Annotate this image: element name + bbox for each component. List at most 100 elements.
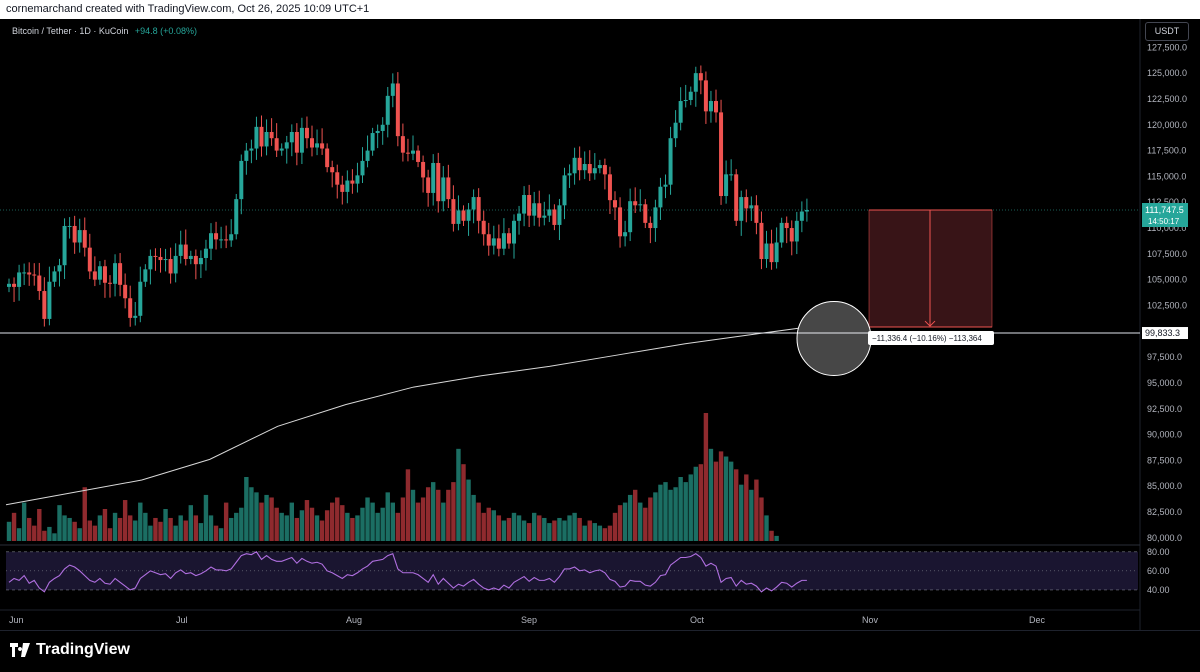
candle[interactable]: [416, 150, 421, 162]
candle[interactable]: [678, 101, 683, 123]
candle[interactable]: [299, 127, 304, 153]
candle[interactable]: [284, 142, 289, 149]
candle[interactable]: [582, 164, 587, 171]
candle[interactable]: [708, 101, 713, 112]
candle[interactable]: [501, 233, 506, 249]
candle[interactable]: [315, 143, 320, 148]
tradingview-logo[interactable]: TradingView: [10, 641, 130, 659]
candle[interactable]: [774, 242, 779, 263]
candle[interactable]: [188, 255, 193, 260]
candle[interactable]: [703, 80, 708, 112]
candle[interactable]: [118, 263, 123, 285]
candle[interactable]: [537, 203, 542, 218]
candle[interactable]: [87, 247, 92, 272]
candle[interactable]: [446, 177, 451, 200]
candle[interactable]: [648, 222, 653, 229]
candle[interactable]: [234, 199, 239, 235]
candle[interactable]: [557, 205, 562, 225]
candle[interactable]: [133, 315, 138, 318]
candle[interactable]: [27, 272, 32, 275]
candle[interactable]: [385, 95, 390, 125]
candle[interactable]: [128, 298, 133, 318]
candle[interactable]: [693, 73, 698, 92]
candle[interactable]: [784, 222, 789, 229]
candle[interactable]: [269, 132, 274, 139]
candle[interactable]: [193, 255, 198, 265]
candle[interactable]: [714, 101, 718, 113]
candle[interactable]: [754, 205, 759, 223]
candle[interactable]: [259, 126, 264, 147]
candle[interactable]: [62, 225, 67, 266]
candle[interactable]: [400, 136, 405, 153]
candle[interactable]: [476, 197, 481, 221]
candle[interactable]: [517, 213, 522, 221]
candle[interactable]: [219, 239, 224, 241]
candle[interactable]: [345, 180, 350, 192]
candle[interactable]: [512, 220, 516, 244]
candle[interactable]: [183, 244, 188, 260]
candle[interactable]: [7, 283, 11, 287]
candle[interactable]: [158, 256, 163, 261]
currency-button[interactable]: USDT: [1145, 22, 1189, 41]
candle[interactable]: [203, 248, 208, 258]
candle[interactable]: [254, 126, 259, 149]
candle[interactable]: [52, 271, 57, 282]
candle[interactable]: [123, 284, 128, 299]
candle[interactable]: [355, 175, 360, 184]
candle[interactable]: [789, 228, 794, 242]
candle[interactable]: [360, 160, 365, 176]
candle[interactable]: [532, 203, 537, 216]
candle[interactable]: [289, 132, 294, 143]
candle[interactable]: [224, 239, 229, 241]
candle[interactable]: [613, 200, 617, 208]
candle[interactable]: [734, 174, 739, 221]
candle[interactable]: [481, 220, 486, 235]
candle[interactable]: [729, 174, 734, 176]
candle[interactable]: [340, 184, 345, 192]
candle[interactable]: [491, 238, 496, 246]
candle[interactable]: [638, 204, 643, 206]
candle[interactable]: [274, 138, 279, 151]
candle[interactable]: [436, 162, 441, 202]
candle[interactable]: [102, 266, 107, 283]
candle[interactable]: [799, 211, 804, 221]
candle[interactable]: [633, 201, 638, 206]
symbol-legend[interactable]: Bitcoin / Tether · 1D · KuCoin +94.8 (+0…: [12, 26, 197, 36]
candle[interactable]: [320, 143, 325, 149]
candle[interactable]: [82, 230, 87, 248]
candle[interactable]: [380, 124, 385, 131]
candle[interactable]: [92, 271, 97, 280]
candle[interactable]: [325, 148, 330, 168]
candle[interactable]: [138, 281, 143, 316]
candle[interactable]: [451, 199, 456, 224]
candle[interactable]: [668, 138, 673, 185]
candle[interactable]: [794, 220, 799, 242]
highlight-circle[interactable]: [796, 301, 872, 377]
candle[interactable]: [304, 127, 309, 139]
candle[interactable]: [587, 164, 592, 174]
candle[interactable]: [17, 272, 22, 287]
candle[interactable]: [744, 197, 749, 209]
candle[interactable]: [441, 177, 446, 202]
candle[interactable]: [168, 259, 173, 274]
candle[interactable]: [562, 175, 567, 206]
candle[interactable]: [72, 225, 77, 243]
candle[interactable]: [749, 205, 754, 209]
candle[interactable]: [178, 244, 183, 256]
candle[interactable]: [618, 207, 623, 237]
candle[interactable]: [698, 73, 703, 81]
candle[interactable]: [32, 274, 37, 276]
candle[interactable]: [567, 173, 572, 176]
candle[interactable]: [431, 162, 436, 193]
candle[interactable]: [426, 177, 431, 193]
candle[interactable]: [607, 174, 612, 201]
candle[interactable]: [113, 263, 118, 284]
candle[interactable]: [779, 222, 784, 243]
candle[interactable]: [688, 91, 693, 100]
candle[interactable]: [456, 210, 461, 224]
candle[interactable]: [592, 168, 597, 174]
candle[interactable]: [390, 83, 395, 96]
candle[interactable]: [597, 165, 602, 169]
chart-canvas[interactable]: 127,500.0 125,000.0 122,500.0 120,000.0 117,…: [0, 19, 1200, 630]
candle[interactable]: [602, 165, 607, 175]
